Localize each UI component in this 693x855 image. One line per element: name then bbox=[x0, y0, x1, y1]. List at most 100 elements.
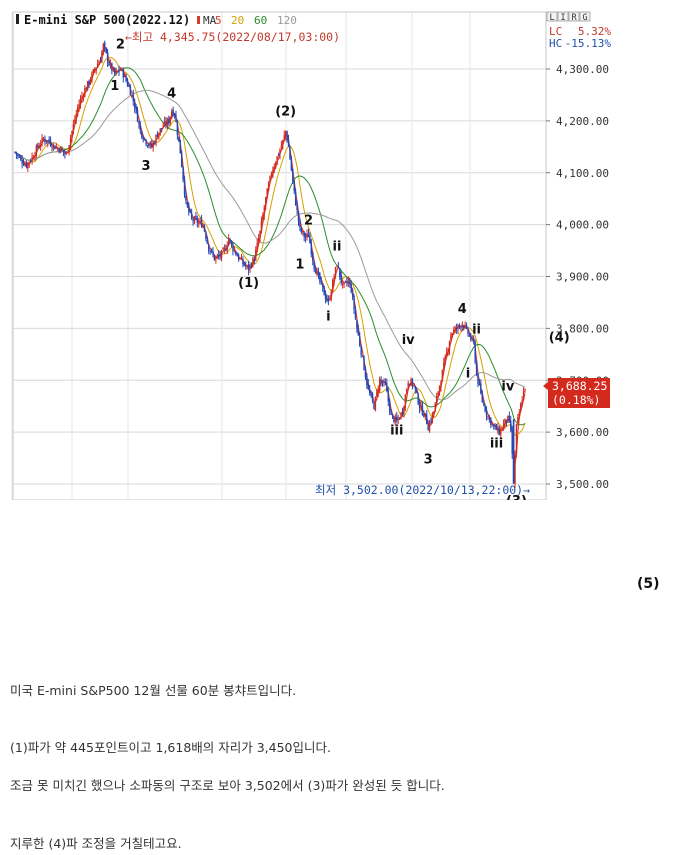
candle-body bbox=[172, 109, 174, 116]
plot-area bbox=[12, 11, 547, 500]
candle-body bbox=[237, 255, 240, 260]
candle-body bbox=[168, 118, 170, 124]
candle-body bbox=[199, 220, 201, 222]
candle-body bbox=[508, 415, 511, 422]
candle-body bbox=[279, 149, 281, 155]
candle-body bbox=[249, 264, 251, 270]
candle-body bbox=[500, 428, 502, 436]
candle-body bbox=[475, 363, 478, 375]
candle-body bbox=[24, 164, 26, 166]
candle-body bbox=[42, 138, 45, 140]
candle-body bbox=[114, 68, 116, 74]
candle-body bbox=[333, 277, 335, 282]
y-tick-label: 3,500.00 bbox=[556, 478, 609, 491]
candle-body bbox=[220, 250, 223, 259]
candle-body bbox=[383, 380, 385, 383]
candle-body bbox=[416, 390, 418, 393]
candle-body bbox=[41, 137, 43, 144]
candle-body bbox=[294, 191, 297, 206]
candle-body bbox=[131, 95, 133, 97]
wave-label: iv bbox=[501, 380, 514, 395]
candle-body bbox=[467, 328, 469, 335]
candle-body bbox=[175, 115, 177, 122]
candle-body bbox=[106, 51, 109, 62]
candle-body bbox=[203, 225, 206, 232]
candle-body bbox=[253, 258, 256, 261]
wave-label: 2 bbox=[116, 37, 125, 52]
candle-body bbox=[478, 384, 481, 386]
candle-body bbox=[21, 159, 23, 164]
candle-body bbox=[490, 417, 492, 425]
candle-body bbox=[433, 411, 435, 415]
wave-label: (2) bbox=[275, 105, 296, 120]
candle-body bbox=[233, 250, 236, 252]
wave-label: 2 bbox=[304, 214, 313, 229]
candle-body bbox=[378, 379, 381, 391]
candle-body bbox=[49, 141, 52, 146]
candle-body bbox=[186, 202, 189, 207]
candle-body bbox=[95, 67, 97, 71]
candle-body bbox=[232, 244, 234, 251]
candle-body bbox=[129, 86, 132, 96]
candle-body bbox=[497, 427, 499, 432]
candle-body bbox=[185, 194, 187, 201]
last-price-change: (0.18%) bbox=[552, 393, 600, 407]
candle-body bbox=[319, 273, 321, 282]
candle-body bbox=[227, 237, 230, 246]
candle-body bbox=[159, 128, 162, 134]
candle-body bbox=[487, 416, 489, 418]
candle-body bbox=[314, 269, 317, 274]
wave-label: 3 bbox=[424, 452, 433, 467]
candle-body bbox=[210, 250, 213, 252]
wave-label: iv bbox=[402, 333, 415, 348]
candle-body bbox=[153, 142, 156, 144]
candle-body bbox=[223, 247, 226, 250]
chart-tag-box[interactable] bbox=[546, 11, 558, 22]
candle-body bbox=[322, 283, 324, 287]
candle-body bbox=[101, 51, 103, 63]
candle-body bbox=[236, 255, 238, 257]
candle-body bbox=[354, 310, 357, 319]
candle-body bbox=[360, 346, 362, 356]
candle-body bbox=[323, 286, 325, 296]
candle-body bbox=[182, 167, 184, 180]
candle-body bbox=[455, 327, 458, 329]
candle-body bbox=[485, 409, 488, 416]
candle-body bbox=[242, 259, 244, 265]
candle-body bbox=[85, 88, 87, 90]
candle-body bbox=[474, 342, 476, 363]
wave-label: 4 bbox=[458, 302, 467, 317]
chart-tag-box[interactable] bbox=[579, 11, 591, 22]
candle-body bbox=[343, 282, 345, 284]
y-tick-label: 4,100.00 bbox=[556, 167, 609, 180]
candle-body bbox=[115, 70, 117, 74]
candle-body bbox=[471, 337, 473, 339]
candle-body bbox=[491, 423, 493, 425]
candle-body bbox=[64, 151, 66, 154]
candle-body bbox=[104, 42, 106, 48]
candle-body bbox=[38, 146, 40, 149]
hc-label: HC bbox=[549, 37, 562, 50]
candle-body bbox=[313, 261, 315, 270]
ma-legend-label: MA bbox=[203, 14, 217, 27]
candle-body bbox=[79, 99, 82, 105]
candle-body bbox=[510, 420, 512, 430]
candle-body bbox=[417, 393, 419, 405]
chart-tag-box[interactable] bbox=[568, 11, 580, 22]
candle-body bbox=[259, 230, 261, 239]
candle-body bbox=[326, 298, 328, 301]
candle-body bbox=[514, 453, 516, 484]
candle-body bbox=[176, 123, 179, 136]
candle-body bbox=[68, 145, 70, 153]
high-annotation: ←최고 4,345.75(2022/08/17,03:00) bbox=[125, 30, 340, 44]
candle-body bbox=[502, 423, 505, 430]
body-line-1: 미국 E-mini S&P500 12월 선물 60분 봉챠트입니다. bbox=[10, 683, 297, 698]
candle-body bbox=[67, 151, 69, 153]
candle-body bbox=[96, 64, 99, 68]
candle-body bbox=[91, 73, 93, 82]
chart-tag-box[interactable] bbox=[557, 11, 569, 22]
candle-body bbox=[109, 63, 112, 66]
candle-body bbox=[420, 405, 422, 408]
